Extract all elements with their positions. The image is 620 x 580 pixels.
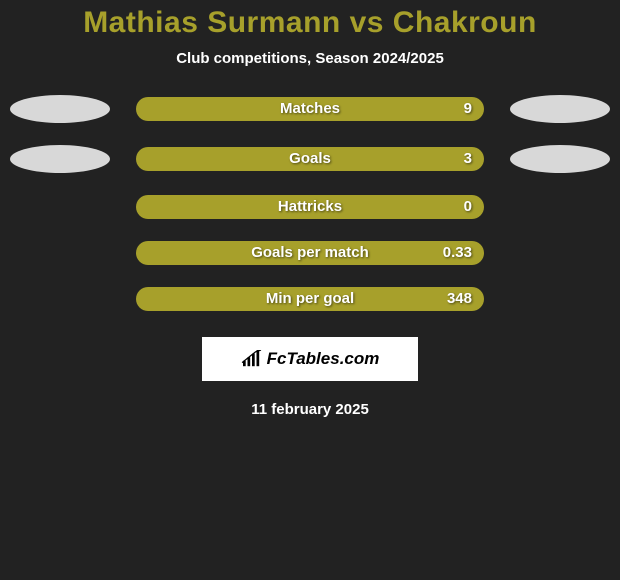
stat-value: 348 — [447, 287, 472, 311]
bar-chart-icon — [241, 350, 263, 368]
stat-bar-hattricks: Hattricks 0 — [136, 195, 484, 219]
stat-bar-matches: Matches 9 — [136, 97, 484, 121]
placeholder-ellipse — [10, 145, 110, 173]
right-ellipse-slot — [500, 95, 620, 123]
page-title: Mathias Surmann vs Chakroun — [83, 6, 537, 40]
fctables-logo[interactable]: FcTables.com — [202, 337, 418, 381]
right-ellipse-slot — [500, 145, 620, 173]
left-ellipse-slot — [0, 145, 120, 173]
stat-label: Min per goal — [136, 287, 484, 311]
placeholder-ellipse — [10, 95, 110, 123]
stat-label: Hattricks — [136, 195, 484, 219]
stat-value: 9 — [464, 97, 472, 121]
stat-value: 0 — [464, 195, 472, 219]
stat-row: Goals 3 — [0, 145, 620, 173]
stat-row: Hattricks 0 — [0, 195, 620, 219]
footer-date: 11 february 2025 — [251, 401, 369, 418]
stat-label: Goals per match — [136, 241, 484, 265]
stat-row: Goals per match 0.33 — [0, 241, 620, 265]
stat-label: Goals — [136, 147, 484, 171]
stat-value: 3 — [464, 147, 472, 171]
stat-label: Matches — [136, 97, 484, 121]
left-ellipse-slot — [0, 95, 120, 123]
stat-row: Matches 9 — [0, 95, 620, 123]
comparison-card: Mathias Surmann vs Chakroun Club competi… — [0, 0, 620, 418]
stat-bar-goals: Goals 3 — [136, 147, 484, 171]
logo-text: FcTables.com — [267, 349, 380, 369]
subtitle: Club competitions, Season 2024/2025 — [176, 50, 444, 67]
placeholder-ellipse — [510, 95, 610, 123]
placeholder-ellipse — [510, 145, 610, 173]
stat-row: Min per goal 348 — [0, 287, 620, 311]
stat-rows: Matches 9 Goals 3 Hattricks 0 — [0, 95, 620, 311]
stat-bar-min-per-goal: Min per goal 348 — [136, 287, 484, 311]
stat-value: 0.33 — [443, 241, 472, 265]
stat-bar-goals-per-match: Goals per match 0.33 — [136, 241, 484, 265]
